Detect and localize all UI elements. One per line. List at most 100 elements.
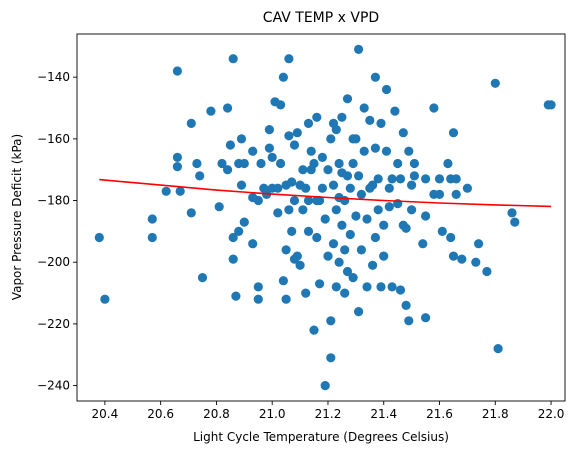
scatter-point [421,313,431,323]
scatter-point [264,143,274,153]
scatter-point [368,180,378,190]
scatter-point [315,279,325,289]
scatter-point [359,146,369,156]
x-tick-label: 21.6 [426,407,453,421]
scatter-point [384,183,394,193]
chart-title: CAV TEMP x VPD [263,10,379,26]
scatter-point [354,171,364,181]
scatter-point [429,103,439,113]
scatter-point [356,189,366,199]
scatter-point [287,226,297,236]
y-tick-label: −240 [37,379,70,393]
scatter-point [175,186,185,196]
scatter-point [348,273,358,283]
scatter-point [239,158,249,169]
scatter-point [197,273,208,283]
scatter-point [214,202,224,212]
scatter-point [381,146,392,156]
scatter-point [421,174,431,184]
scatter-point [448,251,459,261]
scatter-point [253,282,263,292]
scatter-point [331,125,341,135]
scatter-point [276,100,286,110]
scatter-point [337,220,347,230]
scatter-point [418,239,428,249]
scatter-point [482,266,492,277]
scatter-point [303,226,314,236]
scatter-point [306,146,316,156]
scatter-point [381,84,392,95]
x-tick-label: 20.8 [203,407,230,421]
scatter-point [331,205,341,215]
scatter-point [490,78,500,88]
scatter-point [345,229,355,240]
scatter-point [276,158,286,169]
scatter-point [289,195,300,206]
scatter-point [292,251,302,261]
scatter-point [362,214,372,224]
scatter-point [393,158,403,169]
scatter-point [370,232,380,243]
x-tick-label: 22.0 [538,407,565,421]
scatter-point [373,174,383,184]
scatter-point [278,72,288,82]
scatter-point [236,134,247,144]
scatter-point [273,208,283,218]
scatter-point [395,174,406,184]
scatter-point [404,146,414,156]
scatter-point [401,223,411,233]
scatter-point [315,195,325,206]
y-tick-label: −200 [37,255,70,269]
scatter-point [331,282,341,292]
scatter-point [384,202,394,212]
scatter-point [192,158,202,169]
y-tick-label: −140 [37,70,70,84]
scatter-point [284,54,294,64]
scatter-point [379,251,389,261]
scatter-point [409,171,419,181]
scatter-point [398,128,408,138]
scatter-point [451,174,461,184]
scatter-point [421,211,431,221]
y-axis-label: Vapor Pressure Deficit (kPa) [10,134,24,300]
y-tick-label: −220 [37,317,70,331]
scatter-point [471,257,481,267]
scatter-point [434,174,445,184]
scatter-point [287,177,297,187]
scatter-point [298,205,308,215]
scatter-point [507,208,517,218]
scatter-point [354,307,364,317]
scatter-point [326,316,336,326]
scatter-point [401,300,411,310]
scatter-point [267,152,277,162]
scatter-point [376,282,386,292]
scatter-point [446,232,456,243]
scatter-point [404,316,414,326]
scatter-point [354,44,364,55]
scatter-point [309,325,319,335]
scatter-point [292,128,302,138]
scatter-point [298,165,308,175]
scatter-point [284,131,294,141]
scatter-point [281,245,291,255]
scatter-point [264,125,274,135]
scatter-point [326,353,336,363]
scatter-point [337,112,347,122]
scatter-point [100,294,110,304]
scatter-point [186,118,196,128]
scatter-point [443,158,453,169]
scatter-point [451,189,461,199]
scatter-point [253,195,263,206]
scatter-point [223,165,233,175]
scatter-point [359,103,369,113]
scatter-point [373,205,383,215]
scatter-point [345,183,355,193]
y-axis: −240 −220 −200 −180 −160 −140 [37,70,77,393]
scatter-point [437,226,447,236]
scatter-point [323,251,333,261]
scatter-point [231,291,241,301]
scatter-point [362,282,372,292]
scatter-point [234,226,244,236]
scatter-point [320,381,330,391]
scatter-point [317,183,327,193]
